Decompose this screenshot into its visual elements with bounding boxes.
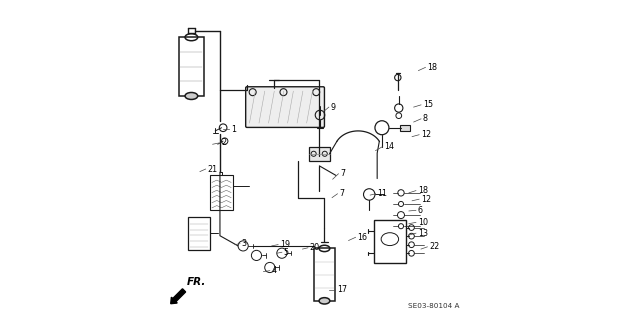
Text: 7: 7	[340, 169, 346, 178]
Bar	[314, 249, 335, 301]
Bar	[374, 220, 406, 263]
Text: 17: 17	[337, 285, 348, 294]
Text: 12: 12	[421, 195, 431, 204]
Text: 13: 13	[418, 229, 428, 238]
Text: 12: 12	[421, 130, 431, 139]
Ellipse shape	[319, 298, 330, 304]
Text: 14: 14	[384, 142, 394, 151]
Bar	[309, 147, 330, 161]
Text: 15: 15	[423, 100, 433, 109]
Text: SE03-80104 A: SE03-80104 A	[408, 303, 460, 309]
Text: 8: 8	[423, 114, 428, 123]
Text: 5: 5	[284, 248, 289, 257]
Ellipse shape	[185, 93, 198, 100]
Text: 16: 16	[358, 233, 367, 242]
FancyBboxPatch shape	[246, 87, 324, 127]
Text: 2: 2	[221, 138, 226, 147]
Text: 6: 6	[418, 206, 423, 215]
Text: 21: 21	[207, 165, 218, 174]
Text: FR.: FR.	[188, 277, 207, 286]
Text: 1: 1	[232, 125, 236, 134]
Text: 10: 10	[418, 218, 428, 227]
Text: 22: 22	[429, 242, 440, 251]
Text: 18: 18	[418, 186, 428, 195]
Bar	[188, 217, 210, 250]
Text: 9: 9	[331, 103, 336, 112]
Text: 19: 19	[280, 240, 290, 249]
Text: 7: 7	[339, 189, 344, 198]
Text: 18: 18	[428, 63, 437, 72]
FancyArrow shape	[171, 289, 186, 304]
Bar	[179, 37, 204, 96]
Bar	[400, 124, 410, 131]
Text: 4: 4	[272, 266, 276, 275]
Text: 11: 11	[378, 189, 387, 198]
Text: 3: 3	[242, 239, 247, 248]
Text: 20: 20	[310, 243, 320, 252]
Bar	[211, 175, 234, 210]
